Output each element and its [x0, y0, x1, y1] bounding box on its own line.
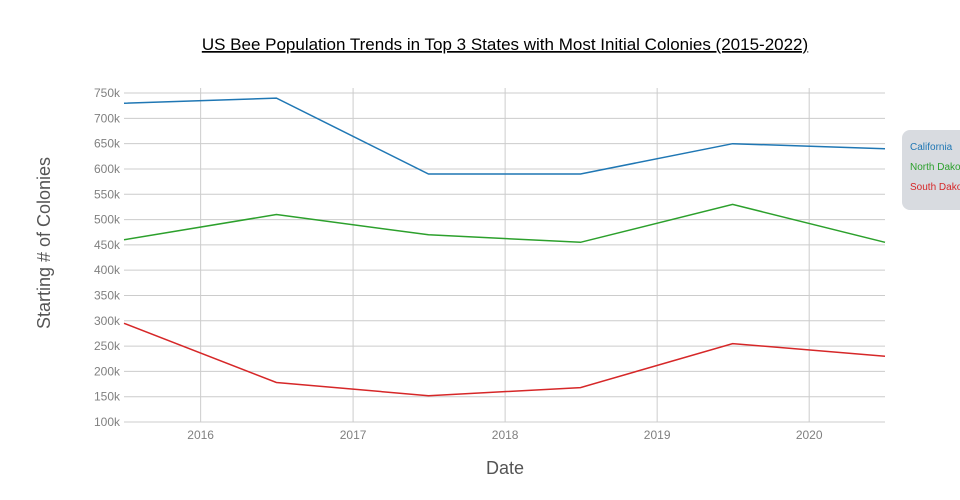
x-axis-title: Date [486, 458, 524, 478]
legend-item-south-dakota[interactable]: South Dakota [910, 182, 960, 193]
y-tick-label: 100k [94, 415, 121, 429]
y-tick-label: 600k [94, 162, 121, 176]
chart-title: US Bee Population Trends in Top 3 States… [202, 35, 808, 54]
legend[interactable]: California North Dakota South Dakota [902, 130, 960, 210]
series-line-california[interactable] [123, 97, 886, 175]
y-tick-label: 550k [94, 187, 121, 201]
x-tick-label: 2020 [796, 428, 823, 442]
legend-background [902, 130, 960, 210]
x-tick-label: 2019 [644, 428, 671, 442]
y-tick-label: 300k [94, 314, 121, 328]
y-tick-label: 400k [94, 263, 121, 277]
series-line-south-dakota[interactable] [123, 322, 886, 397]
legend-item-california[interactable]: California [910, 142, 953, 153]
legend-item-north-dakota[interactable]: North Dakota [910, 162, 960, 173]
y-tick-label: 200k [94, 364, 121, 378]
y-tick-label: 450k [94, 238, 121, 252]
y-tick-label: 650k [94, 137, 121, 151]
grid [124, 88, 885, 423]
x-axis-ticks: 2016 2017 2018 2019 2020 [187, 428, 823, 442]
y-tick-label: 350k [94, 288, 121, 302]
y-tick-label: 500k [94, 213, 121, 227]
x-tick-label: 2016 [187, 428, 214, 442]
y-tick-label: 750k [94, 86, 121, 100]
y-axis-ticks: 100k 150k 200k 250k 300k 350k 400k 450k 500k 550k… [94, 86, 121, 429]
y-tick-label: 700k [94, 111, 121, 125]
y-tick-label: 150k [94, 390, 121, 404]
x-tick-label: 2017 [340, 428, 367, 442]
y-tick-label: 250k [94, 339, 121, 353]
x-tick-label: 2018 [492, 428, 519, 442]
series-line-north-dakota[interactable] [123, 203, 886, 244]
y-axis-title: Starting # of Colonies [34, 157, 54, 329]
series-lines [123, 97, 886, 397]
